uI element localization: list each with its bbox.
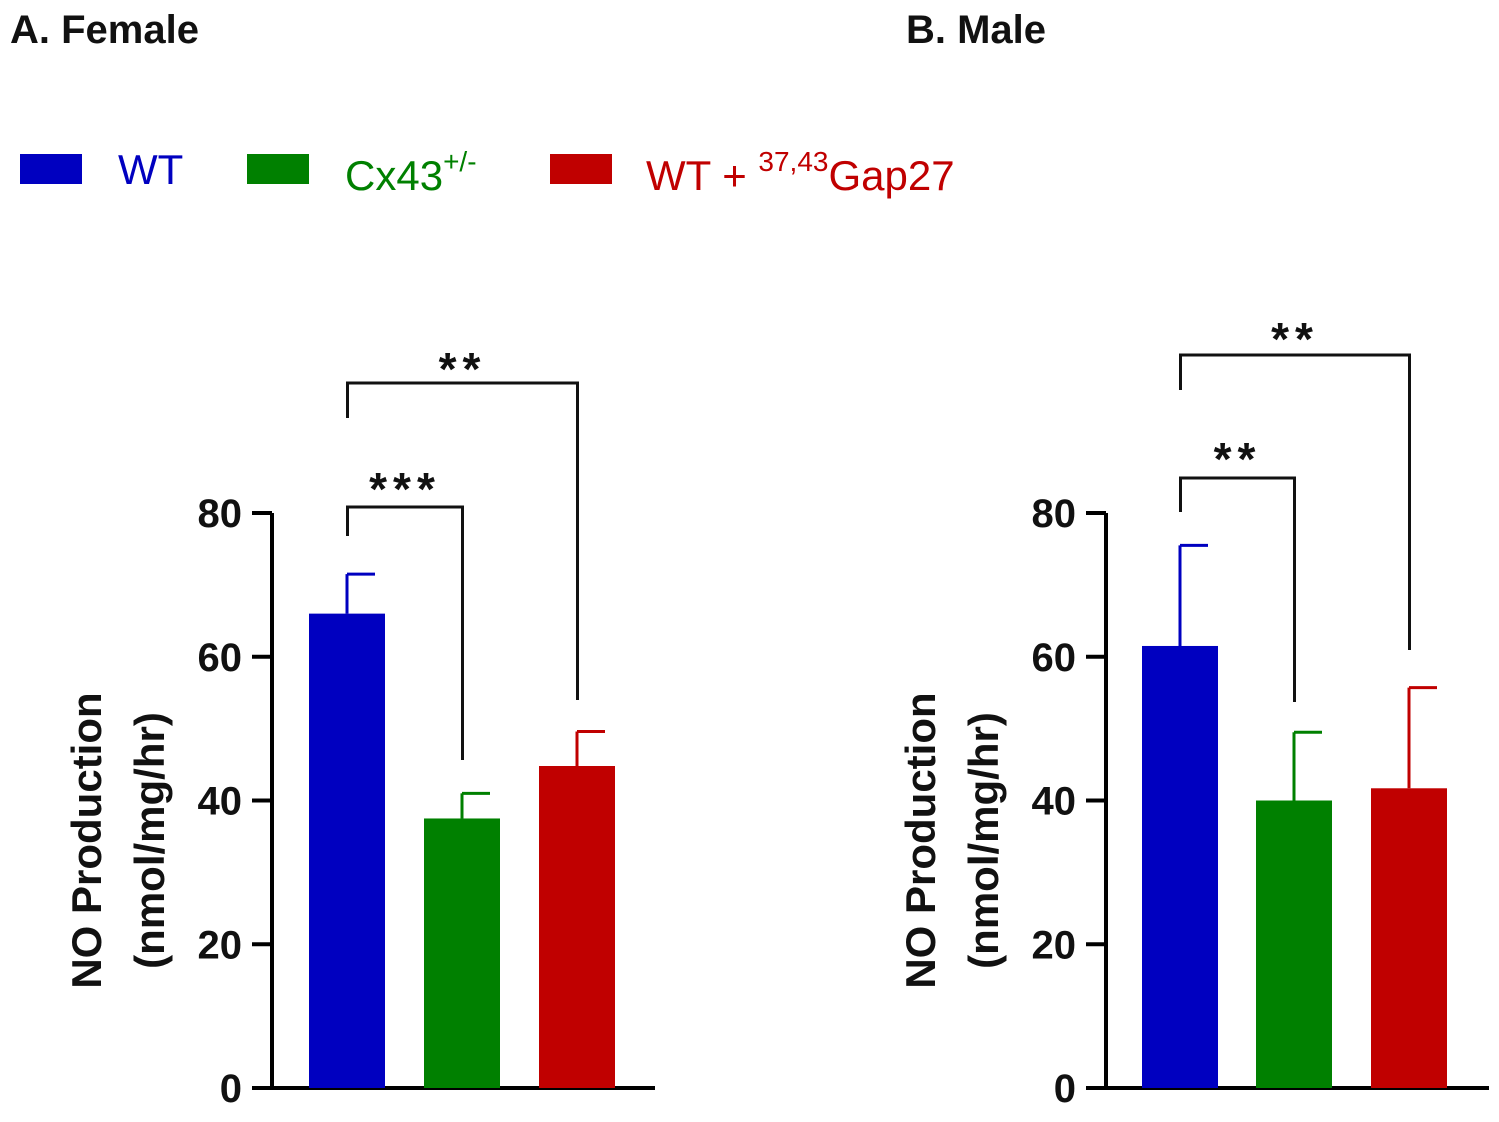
legend-swatch-wt xyxy=(20,154,82,184)
legend-swatch-gap27 xyxy=(550,154,612,184)
legend-sup-cx43: +/- xyxy=(443,146,477,177)
male-y-tick-label: 0 xyxy=(1054,1067,1076,1111)
female-significance-label-1: ** xyxy=(439,343,487,395)
female-significance-label-0: *** xyxy=(369,463,441,515)
panel-a-title: A. Female xyxy=(10,8,199,52)
male-bar-2 xyxy=(1371,788,1447,1088)
male-y-tick-label: 20 xyxy=(1032,923,1077,967)
female-y-tick-label: 40 xyxy=(198,780,243,824)
male-y-tick-label: 80 xyxy=(1032,492,1077,536)
panel-b-title: B. Male xyxy=(906,8,1047,52)
female-bar-2 xyxy=(539,766,615,1088)
male-bar-0 xyxy=(1142,645,1218,1088)
male-y-tick-label: 40 xyxy=(1032,780,1077,824)
legend-sup-gap27: 37,43 xyxy=(758,146,829,177)
female-y-tick-label: 60 xyxy=(198,636,243,680)
legend-label-cx43: Cx43+/- xyxy=(345,146,477,199)
male-y-axis-units: (nmol/mg/hr) xyxy=(960,712,1007,969)
female-bar-1 xyxy=(424,818,500,1088)
female-y-tick-label: 0 xyxy=(220,1067,242,1111)
male-significance-bracket-0 xyxy=(1179,476,1296,702)
female-bar-0 xyxy=(309,613,385,1088)
male-y-tick-label: 60 xyxy=(1032,636,1077,680)
female-significance-bracket-0 xyxy=(346,505,464,760)
male-y-axis-label: NO Production xyxy=(897,692,944,988)
male-significance-label-1: ** xyxy=(1271,313,1319,365)
female-y-axis-label: NO Production xyxy=(63,692,110,988)
legend-label-wt: WT xyxy=(118,146,184,193)
female-y-tick-label: 20 xyxy=(198,923,243,967)
legend-swatch-cx43 xyxy=(247,154,309,184)
legend-label-gap27: WT + 37,43Gap27 xyxy=(646,146,955,199)
female-significance-bracket-1 xyxy=(346,381,579,700)
female-y-axis-units: (nmol/mg/hr) xyxy=(126,712,173,969)
male-significance-bracket-1 xyxy=(1179,353,1411,650)
female-y-tick-label: 80 xyxy=(198,492,243,536)
male-significance-label-0: ** xyxy=(1214,433,1262,485)
male-bar-1 xyxy=(1256,800,1332,1088)
